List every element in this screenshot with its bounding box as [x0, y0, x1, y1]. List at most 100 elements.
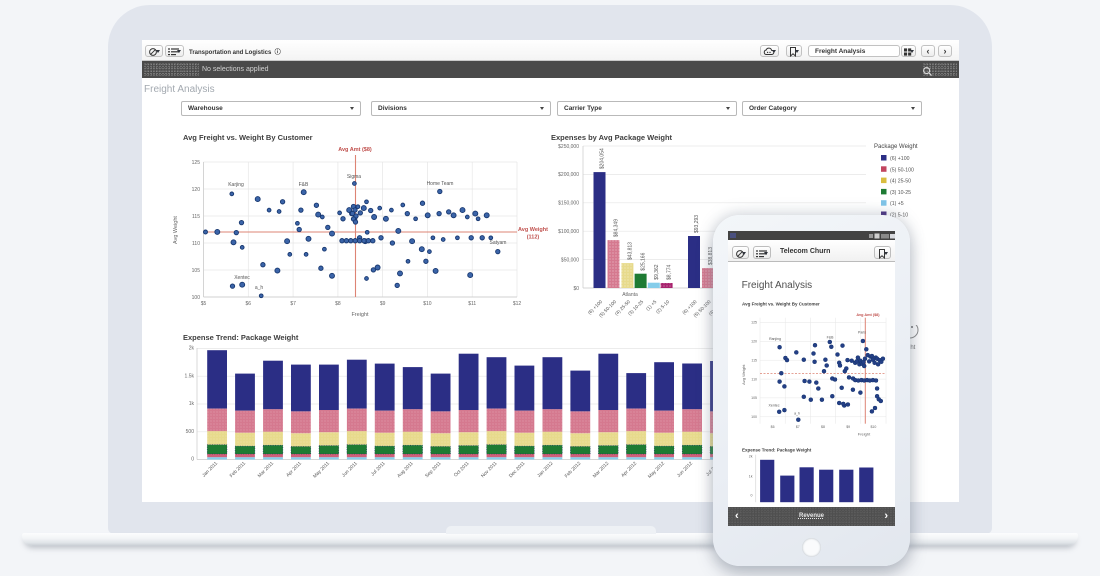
- svg-text:Freight: Freight: [858, 432, 871, 437]
- svg-text:$204,054: $204,054: [600, 148, 606, 169]
- svg-text:Avg Amt ($8): Avg Amt ($8): [856, 313, 880, 317]
- svg-text:Mar 2011: Mar 2011: [257, 460, 276, 479]
- svg-text:Atlanta: Atlanta: [622, 292, 638, 298]
- svg-text:(4) 25-50: (4) 25-50: [890, 179, 911, 185]
- svg-text:$9: $9: [380, 301, 386, 307]
- svg-text:$8: $8: [821, 425, 825, 429]
- svg-text:Package Weight: Package Weight: [874, 144, 918, 150]
- svg-text:Apr 2012: Apr 2012: [620, 460, 638, 478]
- svg-text:Avg Amt ($8): Avg Amt ($8): [338, 147, 372, 153]
- svg-text:(2) 5-10: (2) 5-10: [655, 299, 671, 315]
- svg-text:Satyam: Satyam: [490, 240, 507, 246]
- svg-text:Freight Analysis: Freight Analysis: [742, 280, 813, 291]
- svg-text:125: 125: [192, 160, 201, 166]
- svg-text:100: 100: [192, 295, 201, 301]
- svg-text:$50,000: $50,000: [561, 257, 579, 263]
- svg-text:Expenses by Avg Package Weight: Expenses by Avg Package Weight: [551, 133, 673, 142]
- svg-text:Jan 2011: Jan 2011: [201, 460, 219, 478]
- svg-text:$43,813: $43,813: [627, 242, 633, 260]
- svg-text:(6) +100: (6) +100: [890, 156, 910, 162]
- svg-text:Paris: Paris: [858, 331, 866, 335]
- svg-text:$8: $8: [335, 301, 341, 307]
- svg-text:Karjing: Karjing: [228, 182, 244, 188]
- svg-text:(5) 50-100: (5) 50-100: [890, 167, 914, 173]
- svg-text:1k: 1k: [749, 475, 753, 479]
- svg-text:Jun 2012: Jun 2012: [676, 460, 694, 478]
- svg-text:$8,774: $8,774: [667, 264, 673, 280]
- svg-text:Avg Freight vs. Weight By Cust: Avg Freight vs. Weight By Customer: [742, 302, 820, 307]
- svg-text:Avg Weight: Avg Weight: [173, 216, 179, 244]
- svg-text:$84,349: $84,349: [614, 219, 620, 237]
- svg-text:$0: $0: [573, 286, 579, 292]
- svg-text:Dec 2011: Dec 2011: [508, 460, 527, 479]
- svg-text:$38,813: $38,813: [708, 247, 714, 265]
- svg-text:105: 105: [751, 396, 757, 400]
- svg-text:Xentec: Xentec: [234, 275, 250, 281]
- svg-text:$250,000: $250,000: [558, 144, 579, 150]
- svg-text:Freight: Freight: [351, 312, 369, 318]
- svg-text:$7: $7: [290, 301, 296, 307]
- svg-text:120: 120: [751, 340, 757, 344]
- svg-text:$100,000: $100,000: [558, 229, 579, 235]
- svg-text:$200,000: $200,000: [558, 172, 579, 178]
- svg-text:(2) 5-10: (2) 5-10: [890, 213, 908, 219]
- svg-text:$5: $5: [201, 301, 207, 307]
- svg-text:Jan 2012: Jan 2012: [536, 460, 554, 478]
- svg-text:120: 120: [192, 187, 201, 193]
- svg-text:$93,293: $93,293: [694, 215, 700, 233]
- svg-text:105: 105: [192, 268, 201, 274]
- svg-text:Sep 2011: Sep 2011: [424, 460, 443, 479]
- svg-text:$6: $6: [246, 301, 252, 307]
- svg-text:(112): (112): [527, 235, 540, 241]
- svg-text:Mar 2012: Mar 2012: [592, 460, 611, 479]
- svg-text:$9,362: $9,362: [654, 264, 660, 280]
- svg-text:115: 115: [751, 358, 757, 362]
- svg-text:Avg Freight vs. Weight By Cust: Avg Freight vs. Weight By Customer: [183, 133, 313, 142]
- svg-text:110: 110: [192, 241, 200, 247]
- svg-text:Xentec: Xentec: [769, 404, 780, 408]
- svg-text:Ranjing: Ranjing: [769, 337, 781, 341]
- svg-text:a_h: a_h: [255, 285, 264, 291]
- svg-text:Aug 2011: Aug 2011: [396, 460, 415, 479]
- svg-text:100: 100: [751, 415, 757, 419]
- svg-text:110: 110: [751, 377, 757, 381]
- svg-text:ght: ght: [907, 345, 916, 351]
- svg-text:Nov 2011: Nov 2011: [480, 460, 499, 479]
- svg-text:0: 0: [191, 457, 194, 463]
- svg-text:Home Team: Home Team: [427, 181, 454, 187]
- svg-text:Feb 2012: Feb 2012: [564, 460, 583, 479]
- svg-text:(1) +5: (1) +5: [890, 201, 904, 207]
- svg-text:Oct 2011: Oct 2011: [453, 460, 471, 478]
- svg-text:(3) 10-25: (3) 10-25: [890, 190, 911, 196]
- svg-text:Sigma: Sigma: [347, 174, 361, 180]
- svg-text:$9: $9: [846, 425, 850, 429]
- svg-text:$10: $10: [870, 425, 876, 429]
- svg-text:$6: $6: [771, 425, 775, 429]
- svg-text:Jun 2011: Jun 2011: [341, 460, 359, 478]
- svg-text:Apr 2011: Apr 2011: [285, 460, 303, 478]
- svg-text:F&B: F&B: [299, 182, 309, 188]
- svg-text:1.5k: 1.5k: [185, 373, 195, 379]
- svg-text:Expense Trend: Package Weight: Expense Trend: Package Weight: [183, 333, 299, 342]
- svg-text:Feb 2011: Feb 2011: [229, 460, 248, 479]
- svg-text:Jul 2011: Jul 2011: [370, 460, 387, 477]
- svg-text:May 2011: May 2011: [312, 460, 331, 479]
- svg-text:0: 0: [751, 494, 753, 498]
- svg-text:Avg Weight: Avg Weight: [518, 227, 548, 233]
- svg-text:$7: $7: [796, 425, 800, 429]
- svg-text:500: 500: [186, 429, 195, 435]
- svg-text:$25,166: $25,166: [641, 252, 647, 270]
- svg-text:$12: $12: [513, 301, 522, 307]
- svg-text:115: 115: [192, 214, 200, 220]
- svg-text:Avg Weight: Avg Weight: [741, 364, 746, 385]
- svg-text:2k: 2k: [749, 455, 753, 459]
- svg-text:$150,000: $150,000: [558, 201, 579, 207]
- svg-text:a_h: a_h: [794, 412, 800, 416]
- svg-text:May 2012: May 2012: [647, 460, 666, 479]
- svg-text:$11: $11: [468, 301, 476, 307]
- svg-text:Expense Trend: Package Weight: Expense Trend: Package Weight: [742, 448, 812, 453]
- svg-text:$10: $10: [423, 301, 432, 307]
- svg-text:2k: 2k: [189, 346, 195, 352]
- svg-text:1k: 1k: [189, 401, 195, 407]
- svg-text:125: 125: [751, 321, 757, 325]
